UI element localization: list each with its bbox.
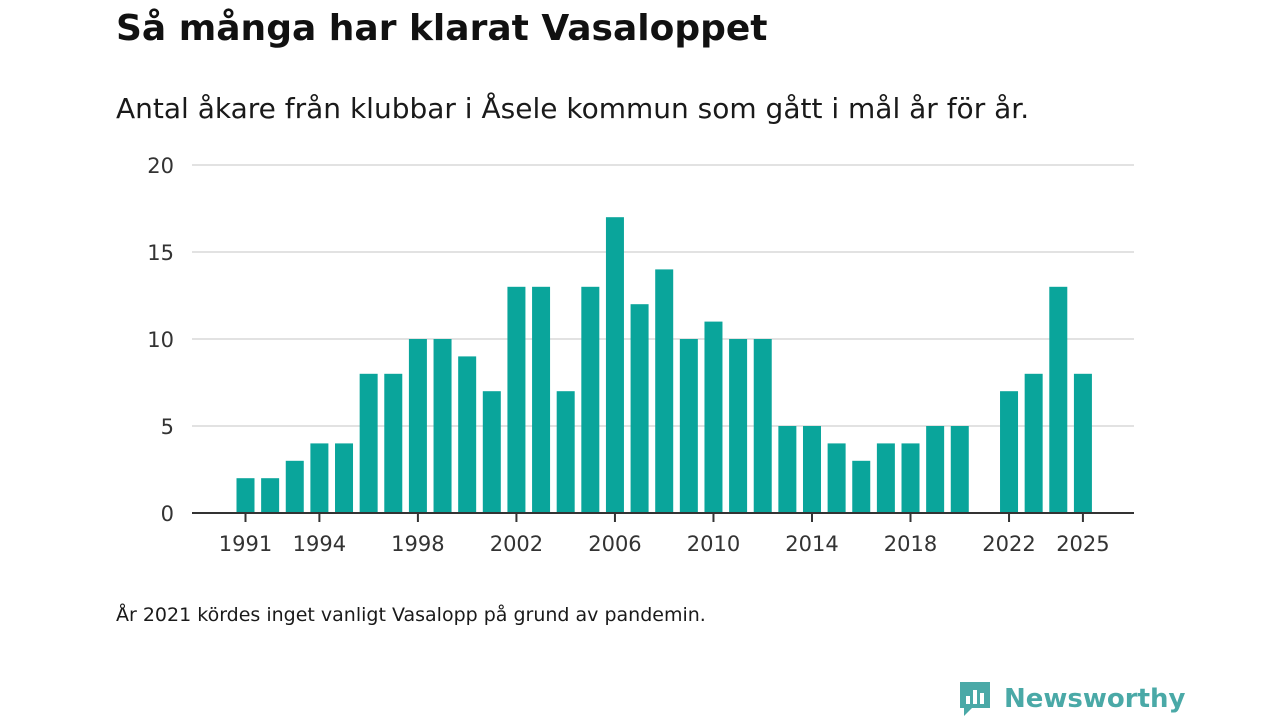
x-tick-label: 1998 — [391, 532, 444, 556]
bar-2002[interactable] — [507, 287, 525, 513]
bar-2007[interactable] — [631, 304, 649, 513]
x-tick-label: 2018 — [884, 532, 937, 556]
bar-2013[interactable] — [778, 426, 796, 513]
bars — [237, 217, 1092, 513]
x-tick-label: 1994 — [293, 532, 346, 556]
bar-2023[interactable] — [1025, 374, 1043, 513]
bar-1999[interactable] — [434, 339, 452, 513]
bar-2006[interactable] — [606, 217, 624, 513]
bar-2003[interactable] — [532, 287, 550, 513]
bar-chart: 0 5 10 15 20 1991 1994 1998 2002 2006 2010 2014 201… — [0, 0, 1280, 600]
newsworthy-logo-text: Newsworthy — [1004, 684, 1185, 714]
x-tick-label: 2006 — [588, 532, 641, 556]
bar-2020[interactable] — [951, 426, 969, 513]
bar-1997[interactable] — [384, 374, 402, 513]
bar-1998[interactable] — [409, 339, 427, 513]
bar-2025[interactable] — [1074, 374, 1092, 513]
bar-2011[interactable] — [729, 339, 747, 513]
bar-1996[interactable] — [360, 374, 378, 513]
x-tick-label: 2025 — [1056, 532, 1109, 556]
bar-2019[interactable] — [926, 426, 944, 513]
bar-2024[interactable] — [1049, 287, 1067, 513]
y-axis-ticks: 0 5 10 15 20 — [147, 154, 174, 526]
footnote: År 2021 kördes inget vanligt Vasalopp på… — [116, 604, 706, 626]
y-tick-label: 10 — [147, 328, 174, 352]
bar-2008[interactable] — [655, 269, 673, 513]
bar-2012[interactable] — [754, 339, 772, 513]
bar-1995[interactable] — [335, 443, 353, 513]
bar-2022[interactable] — [1000, 391, 1018, 513]
x-tick-label: 1991 — [219, 532, 272, 556]
x-tick-label: 2002 — [490, 532, 543, 556]
bar-2000[interactable] — [458, 356, 476, 513]
bar-1993[interactable] — [286, 461, 304, 513]
y-tick-label: 5 — [161, 415, 174, 439]
x-tick-label: 2014 — [785, 532, 838, 556]
x-tick-label: 2010 — [687, 532, 740, 556]
y-tick-label: 20 — [147, 154, 174, 178]
bar-1994[interactable] — [310, 443, 328, 513]
newsworthy-logo[interactable]: Newsworthy — [958, 680, 1185, 718]
bar-2004[interactable] — [557, 391, 575, 513]
bar-2015[interactable] — [828, 443, 846, 513]
x-tick-label: 2022 — [982, 532, 1035, 556]
y-tick-label: 15 — [147, 241, 174, 265]
x-axis-ticks: 1991 1994 1998 2002 2006 2010 2014 2018 2022 2025 — [219, 513, 1110, 556]
bar-2018[interactable] — [902, 443, 920, 513]
bar-2010[interactable] — [704, 322, 722, 513]
bar-1992[interactable] — [261, 478, 279, 513]
bar-2009[interactable] — [680, 339, 698, 513]
bar-2017[interactable] — [877, 443, 895, 513]
bar-2014[interactable] — [803, 426, 821, 513]
y-tick-label: 0 — [161, 502, 174, 526]
bar-2001[interactable] — [483, 391, 501, 513]
bar-1991[interactable] — [237, 478, 255, 513]
newsworthy-logo-icon — [958, 680, 992, 718]
bar-2005[interactable] — [581, 287, 599, 513]
bar-2016[interactable] — [852, 461, 870, 513]
